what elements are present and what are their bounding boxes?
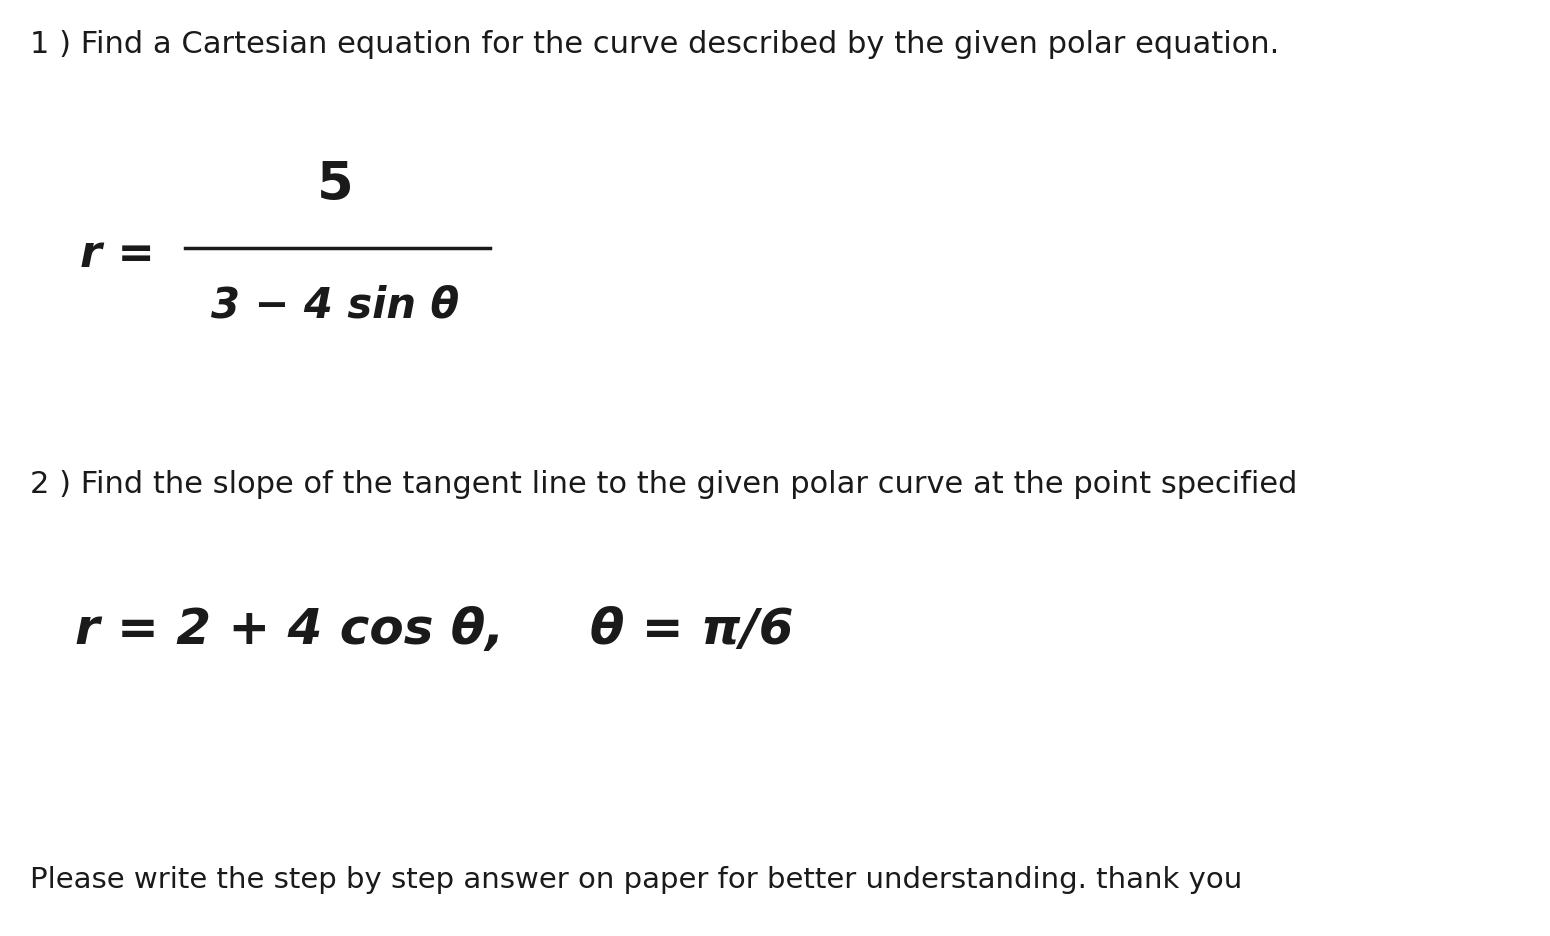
Text: 5: 5: [316, 159, 353, 211]
Text: θ = π/6: θ = π/6: [591, 606, 794, 654]
Text: Please write the step by step answer on paper for better understanding. thank yo: Please write the step by step answer on …: [29, 866, 1242, 894]
Text: 3 − 4 sin θ: 3 − 4 sin θ: [211, 284, 459, 326]
Text: 1 ) Find a Cartesian equation for the curve described by the given polar equatio: 1 ) Find a Cartesian equation for the cu…: [29, 30, 1279, 59]
Text: r =: r =: [81, 233, 155, 276]
Text: r = 2 + 4 cos θ,: r = 2 + 4 cos θ,: [74, 606, 504, 654]
Text: 2 ) Find the slope of the tangent line to the given polar curve at the point spe: 2 ) Find the slope of the tangent line t…: [29, 470, 1297, 499]
